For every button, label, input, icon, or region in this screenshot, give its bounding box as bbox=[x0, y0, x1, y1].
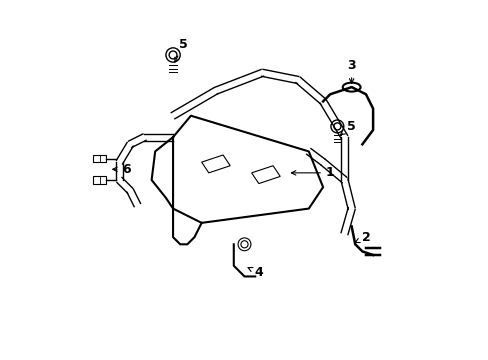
Text: 2: 2 bbox=[355, 231, 369, 244]
Text: 5: 5 bbox=[175, 38, 188, 62]
Text: 3: 3 bbox=[346, 59, 355, 83]
Text: 4: 4 bbox=[247, 266, 263, 279]
Text: 6: 6 bbox=[113, 163, 131, 176]
Text: 5: 5 bbox=[340, 120, 355, 135]
Text: 1: 1 bbox=[291, 166, 334, 179]
